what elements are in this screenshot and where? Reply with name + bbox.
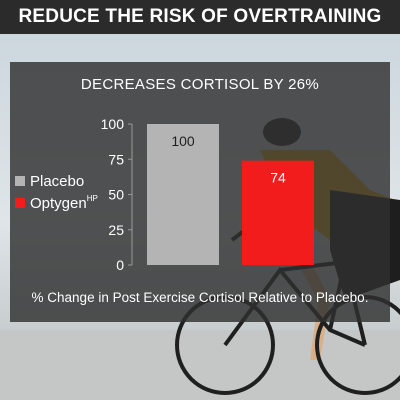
- bar-value-label-placebo: 100: [171, 133, 195, 149]
- legend-item-optygen: OptygenHP: [15, 192, 98, 214]
- bar-value-label-optygen: 74: [270, 170, 286, 186]
- chart-caption: % Change in Post Exercise Cortisol Relat…: [31, 290, 369, 305]
- legend: Placebo OptygenHP: [15, 170, 98, 214]
- y-tick-label: 50: [108, 187, 124, 203]
- bar-optygen: [242, 160, 314, 265]
- legend-label-optygen: OptygenHP: [30, 194, 98, 212]
- bar-chart: 0 25 50 75 100 100 74: [101, 116, 314, 273]
- y-tick-label: 25: [108, 222, 124, 238]
- page-title: REDUCE THE RISK OF OVERTRAINING: [0, 0, 400, 34]
- legend-item-placebo: Placebo: [15, 170, 98, 192]
- bar-placebo: [147, 124, 219, 265]
- legend-swatch-optygen: [15, 198, 25, 208]
- y-tick-label: 0: [116, 257, 124, 273]
- chart-panel: DECREASES CORTISOL BY 26% 0 25 50 75 100 100 7…: [10, 62, 390, 322]
- legend-label-placebo: Placebo: [30, 173, 85, 190]
- y-tick-label: 100: [101, 116, 125, 132]
- legend-swatch-placebo: [15, 176, 25, 186]
- y-tick-label: 75: [108, 151, 124, 167]
- chart-title: DECREASES CORTISOL BY 26%: [80, 76, 320, 93]
